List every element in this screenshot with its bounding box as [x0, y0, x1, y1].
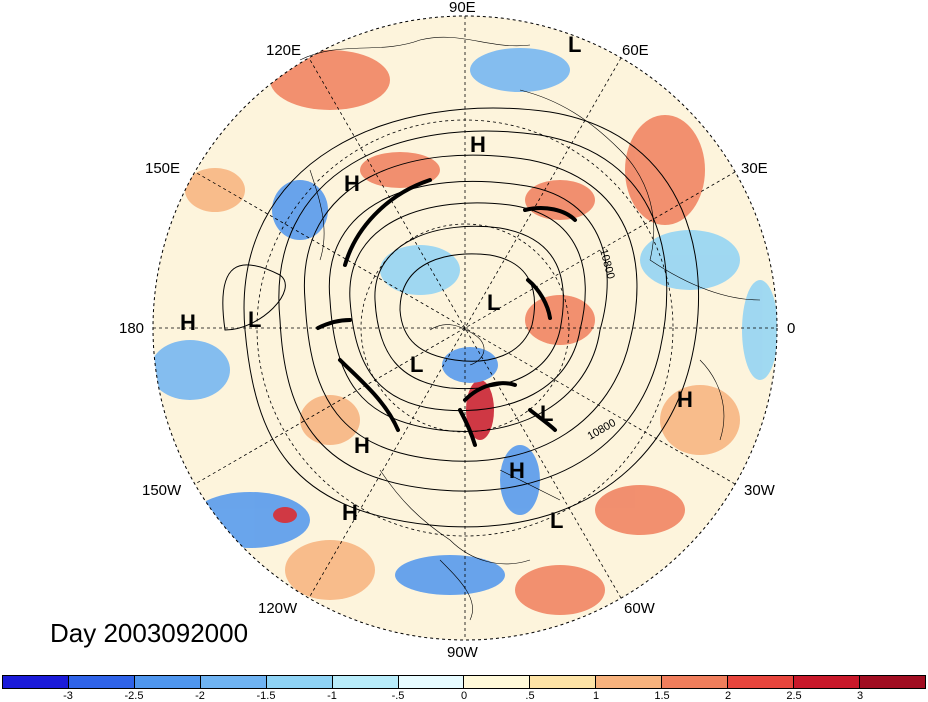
lon-label-30e: 30E: [741, 160, 768, 177]
high-label: H: [677, 387, 693, 412]
lon-label-120w: 120W: [258, 600, 298, 617]
coastlines: [299, 36, 761, 621]
colorbar-tick-label: -3: [63, 690, 73, 702]
high-label: H: [180, 310, 196, 335]
colorbar-segment: [794, 676, 860, 688]
colorbar-segment: [3, 676, 69, 688]
colorbar-segment: [859, 676, 925, 688]
pressure-system-labels: H H H H H H H L L L L L L: [180, 32, 693, 533]
lon-label-90e: 90E: [449, 0, 476, 16]
low-label: L: [410, 352, 423, 377]
lon-label-60w: 60W: [624, 600, 655, 617]
high-label: H: [470, 132, 486, 157]
colorbar-segment: [464, 676, 531, 688]
lon-label-120e: 120E: [266, 42, 302, 59]
colorbar-tick-label: 0: [460, 690, 468, 702]
lon-label-30w: 30W: [744, 482, 775, 499]
colorbar-tick-label: -.5: [391, 690, 405, 702]
lon-label-60e: 60E: [622, 42, 649, 59]
colorbar-segment: [200, 676, 267, 688]
low-label: L: [568, 32, 581, 57]
colorbar-tick-label: -1.5: [256, 690, 276, 702]
colorbar-segment: [530, 676, 597, 688]
colorbar-tick-label: 2.5: [786, 690, 802, 702]
colorbar-tick-label: .5: [525, 690, 535, 702]
colorbar-segment: [596, 676, 663, 688]
low-label: L: [540, 401, 553, 426]
colorbar-tick-label: -2: [195, 690, 205, 702]
lon-label-150e: 150E: [145, 160, 181, 177]
jet-streaks: [316, 178, 577, 447]
lon-label-150w: 150W: [142, 482, 182, 499]
colorbar-tick-label: -1: [327, 690, 337, 702]
lon-label-180: 180: [119, 320, 145, 337]
low-label: L: [487, 290, 500, 315]
colorbar-segment: [728, 676, 795, 688]
high-label: H: [354, 433, 370, 458]
colorbar-segment: [68, 676, 135, 688]
colorbar-tick-label: -2.5: [124, 690, 144, 702]
lon-label-0: 0: [787, 320, 796, 337]
low-label: L: [550, 508, 563, 533]
lon-label-90w: 90W: [447, 644, 478, 661]
colorbar-tick-label: 1.5: [654, 690, 670, 702]
high-label: H: [342, 500, 358, 525]
colorbar-segment: [398, 676, 465, 688]
colorbar-tick-label: 3: [856, 690, 864, 702]
colorbar-segment: [332, 676, 399, 688]
day-title: Day 2003092000: [50, 618, 249, 648]
colorbar-tick-label: 1: [592, 690, 600, 702]
low-label: L: [248, 307, 261, 332]
colorbar-tick-label: 2: [724, 690, 732, 702]
high-label: H: [509, 458, 525, 483]
colorbar-segment: [134, 676, 201, 688]
colorbar-segment: [662, 676, 729, 688]
high-label: H: [344, 171, 360, 196]
colorbar-segment: [266, 676, 333, 688]
colorbar: [2, 675, 926, 689]
